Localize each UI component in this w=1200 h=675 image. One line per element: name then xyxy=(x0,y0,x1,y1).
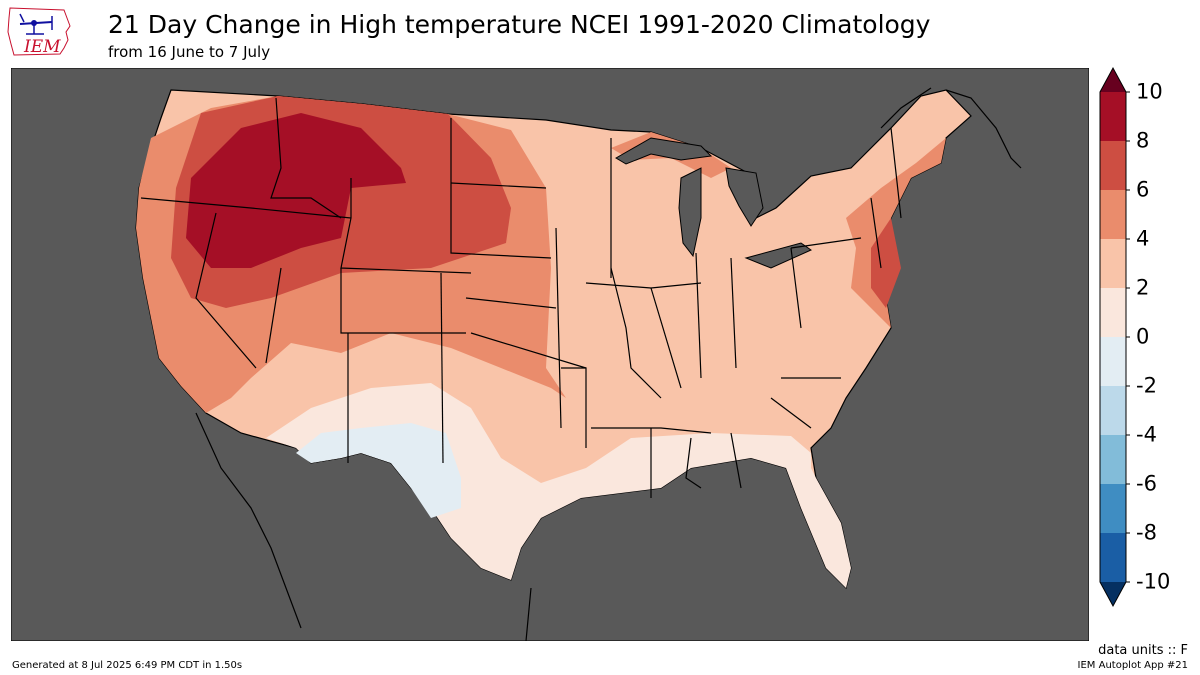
data-units-label: data units :: F xyxy=(1098,643,1188,658)
colorbar-segment xyxy=(1100,190,1126,240)
lake-huron xyxy=(725,167,764,227)
colorbar-tick-label: -10 xyxy=(1136,569,1171,594)
colorbar-tick-label: -4 xyxy=(1136,422,1157,447)
mexico-coast xyxy=(195,412,532,641)
colorbar-extend-max xyxy=(1100,68,1126,92)
generated-timestamp: Generated at 8 Jul 2025 6:49 PM CDT in 1… xyxy=(12,660,243,671)
colorbar-segment xyxy=(1100,435,1126,485)
colorbar-tick-label: -2 xyxy=(1136,373,1157,398)
colorbar-segment xyxy=(1100,337,1126,387)
iem-logo[interactable]: IEM xyxy=(6,4,72,60)
app-id-label: IEM Autoplot App #21 xyxy=(1077,660,1188,671)
colorbar-tick-label: 6 xyxy=(1136,177,1150,202)
colorbar-segment xyxy=(1100,533,1126,583)
colorbar-segment xyxy=(1100,288,1126,338)
colorbar-tick-label: 10 xyxy=(1136,79,1163,104)
state-boundaries xyxy=(140,97,902,498)
colorbar-segment xyxy=(1100,484,1126,534)
zone-6-8-northeast xyxy=(871,218,901,308)
logo-text: IEM xyxy=(24,37,61,57)
page-subtitle: from 16 June to 7 July xyxy=(108,43,271,61)
page-title: 21 Day Change in High temperature NCEI 1… xyxy=(108,10,931,39)
canada-coast xyxy=(880,87,1022,169)
colorbar-tick-label: 0 xyxy=(1136,324,1150,349)
colorbar-segment xyxy=(1100,386,1126,436)
temperature-map xyxy=(11,68,1089,641)
colorbar-tick-label: 8 xyxy=(1136,128,1150,153)
zone-8-10 xyxy=(186,113,406,268)
colorbar-tick-label: 4 xyxy=(1136,226,1150,251)
colorbar-segment xyxy=(1100,239,1126,289)
colorbar-tick-label: -6 xyxy=(1136,471,1157,496)
colorbar-tick-label: 2 xyxy=(1136,275,1150,300)
lake-michigan xyxy=(678,167,702,258)
colorbar-extend-min xyxy=(1100,582,1126,606)
zone-neg2-0 xyxy=(296,423,461,518)
lake-erie xyxy=(744,242,813,269)
colorbar xyxy=(1099,66,1130,608)
colorbar-tick-label: -8 xyxy=(1136,520,1157,545)
colorbar-segment xyxy=(1100,92,1126,142)
lake-superior xyxy=(615,137,713,165)
colorbar-segment xyxy=(1100,141,1126,191)
